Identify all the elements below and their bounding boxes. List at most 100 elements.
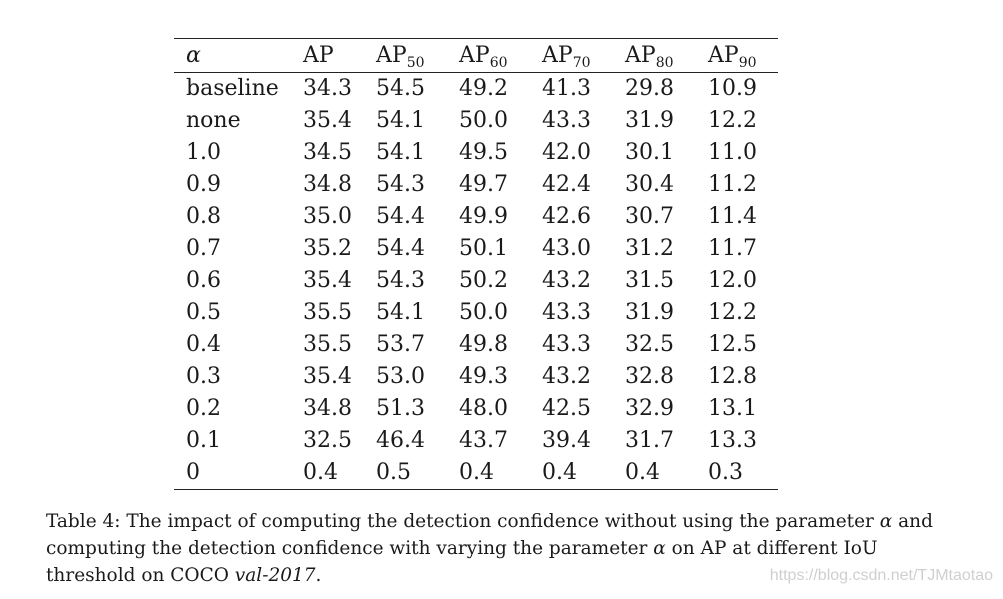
value-cell-ap80: 30.7 [625,204,674,229]
header-ap60: AP60 [459,43,508,71]
value-cell-ap70: 41.3 [542,76,591,101]
value-cell-ap: 34.8 [303,396,352,421]
value-cell-ap80: 29.8 [625,76,674,101]
value-cell-ap80: 31.9 [625,300,674,325]
header-ap50: AP50 [376,43,425,71]
value-cell-ap50: 0.5 [376,460,411,485]
watermark: https://blog.csdn.net/TJMtaotao [769,567,993,584]
value-cell-ap90: 12.2 [708,300,757,325]
value-cell-ap80: 31.9 [625,108,674,133]
alpha-symbol: α [186,43,201,68]
row-label-cell: 0.6 [186,268,221,293]
value-cell-ap90: 12.0 [708,268,757,293]
value-cell-ap50: 54.1 [376,140,425,165]
value-cell-ap50: 51.3 [376,396,425,421]
value-cell-ap: 35.4 [303,268,352,293]
value-cell-ap60: 49.9 [459,204,508,229]
value-cell-ap60: 49.3 [459,364,508,389]
row-label-cell: 0.4 [186,332,221,357]
value-cell-ap90: 13.1 [708,396,757,421]
row-label-cell: none [186,108,241,133]
value-cell-ap70: 43.2 [542,364,591,389]
value-cell-ap70: 43.2 [542,268,591,293]
value-cell-ap: 35.5 [303,332,352,357]
table-row: none 35.4 54.1 50.0 43.3 31.9 12.2 [174,105,778,137]
value-cell-ap60: 49.8 [459,332,508,357]
value-cell-ap60: 0.4 [459,460,494,485]
table-body: baseline 34.3 54.5 49.2 41.3 29.8 10.9 none 35.4… [174,73,778,490]
value-cell-ap50: 53.0 [376,364,425,389]
table-header: α AP AP50 AP60 AP70 AP80 AP90 [174,38,778,73]
table-caption: Table 4: The impact of computing the det… [46,511,933,586]
table-row: 0.8 35.0 54.4 49.9 42.6 30.7 11.4 [174,201,778,233]
row-label-cell: 1.0 [186,140,221,165]
value-cell-ap60: 49.2 [459,76,508,101]
value-cell-ap50: 54.1 [376,108,425,133]
header-alpha: α [174,39,303,73]
table-row: 0.3 35.4 53.0 49.3 43.2 32.8 12.8 [174,361,778,393]
row-label-cell: baseline [186,76,279,101]
header-ap90: AP90 [708,43,757,71]
value-cell-ap70: 42.6 [542,204,591,229]
value-cell-ap90: 12.5 [708,332,757,357]
value-cell-ap70: 42.4 [542,172,591,197]
table-row: 0.2 34.8 51.3 48.0 42.5 32.9 13.1 [174,393,778,425]
value-cell-ap70: 0.4 [542,460,577,485]
value-cell-ap50: 53.7 [376,332,425,357]
value-cell-ap80: 31.7 [625,428,674,453]
value-cell-ap80: 32.5 [625,332,674,357]
row-label-cell: 0.5 [186,300,221,325]
value-cell-ap50: 54.3 [376,172,425,197]
table-row: baseline 34.3 54.5 49.2 41.3 29.8 10.9 [174,73,778,106]
table-row: 0.9 34.8 54.3 49.7 42.4 30.4 11.2 [174,169,778,201]
value-cell-ap: 0.4 [303,460,338,485]
value-cell-ap60: 50.2 [459,268,508,293]
value-cell-ap: 34.8 [303,172,352,197]
value-cell-ap90: 12.2 [708,108,757,133]
value-cell-ap80: 32.8 [625,364,674,389]
value-cell-ap50: 46.4 [376,428,425,453]
value-cell-ap60: 49.5 [459,140,508,165]
value-cell-ap70: 39.4 [542,428,591,453]
value-cell-ap50: 54.4 [376,236,425,261]
value-cell-ap90: 11.4 [708,204,757,229]
value-cell-ap: 35.4 [303,108,352,133]
value-cell-ap50: 54.1 [376,300,425,325]
value-cell-ap80: 31.5 [625,268,674,293]
value-cell-ap60: 50.0 [459,300,508,325]
value-cell-ap60: 50.0 [459,108,508,133]
value-cell-ap60: 48.0 [459,396,508,421]
caption-alpha-symbol: α [879,511,893,532]
value-cell-ap90: 0.3 [708,460,743,485]
value-cell-ap60: 43.7 [459,428,508,453]
table-row: 0.6 35.4 54.3 50.2 43.2 31.5 12.0 [174,265,778,297]
results-table-container: α AP AP50 AP60 AP70 AP80 AP90 baseline 34… [174,38,778,490]
header-ap80: AP80 [625,43,674,71]
results-table: α AP AP50 AP60 AP70 AP80 AP90 baseline 34… [174,38,778,490]
value-cell-ap60: 50.1 [459,236,508,261]
value-cell-ap80: 30.1 [625,140,674,165]
value-cell-ap50: 54.4 [376,204,425,229]
row-label-cell: 0.3 [186,364,221,389]
row-label-cell: 0.1 [186,428,221,453]
value-cell-ap90: 11.7 [708,236,757,261]
value-cell-ap: 32.5 [303,428,352,453]
header-ap: AP [303,43,334,68]
value-cell-ap: 35.0 [303,204,352,229]
value-cell-ap70: 42.5 [542,396,591,421]
value-cell-ap70: 42.0 [542,140,591,165]
value-cell-ap: 35.4 [303,364,352,389]
value-cell-ap50: 54.3 [376,268,425,293]
value-cell-ap80: 31.2 [625,236,674,261]
value-cell-ap: 34.3 [303,76,352,101]
value-cell-ap80: 30.4 [625,172,674,197]
table-row: 0.5 35.5 54.1 50.0 43.3 31.9 12.2 [174,297,778,329]
caption-dataset: val-2017 [234,565,316,586]
row-label-cell: 0.7 [186,236,221,261]
table-row: 1.0 34.5 54.1 49.5 42.0 30.1 11.0 [174,137,778,169]
value-cell-ap60: 49.7 [459,172,508,197]
value-cell-ap70: 43.0 [542,236,591,261]
header-ap70: AP70 [542,43,591,71]
row-label-cell: 0.2 [186,396,221,421]
value-cell-ap: 35.5 [303,300,352,325]
